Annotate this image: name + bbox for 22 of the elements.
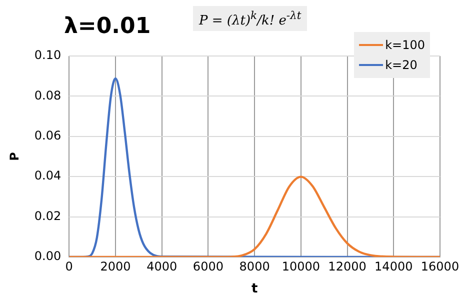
y-tick-label: 0.04 bbox=[34, 168, 62, 183]
x-tick-label: 10000 bbox=[282, 259, 320, 274]
y-tick-label: 0.02 bbox=[34, 208, 62, 223]
x-tick-label: 2000 bbox=[100, 259, 131, 274]
x-tick-label: 12000 bbox=[328, 259, 366, 274]
x-tick-label: 16000 bbox=[420, 259, 460, 274]
x-tick-label: 4000 bbox=[146, 259, 178, 274]
y-tick-label: 0.08 bbox=[34, 88, 62, 102]
legend-label: k=20 bbox=[385, 58, 418, 72]
x-tick-label: 6000 bbox=[192, 259, 224, 274]
x-tick-label: 14000 bbox=[374, 259, 413, 274]
legend-label: k=100 bbox=[385, 38, 425, 52]
y-axis-title: P bbox=[7, 152, 22, 161]
text: P = (λt)$^{k}$/k! e$^{-λt}$ bbox=[193, 6, 308, 32]
y-tick-label: 0.00 bbox=[34, 249, 62, 264]
x-axis-title: t bbox=[251, 282, 258, 297]
y-tick-label: 0.10 bbox=[34, 48, 62, 62]
x-tick-label: 8000 bbox=[239, 259, 270, 274]
y-tick-label: 0.06 bbox=[34, 128, 62, 143]
chart-title: λ=0.01 bbox=[64, 14, 151, 39]
x-tick-label: 0 bbox=[65, 259, 73, 274]
line-series bbox=[69, 176, 440, 257]
